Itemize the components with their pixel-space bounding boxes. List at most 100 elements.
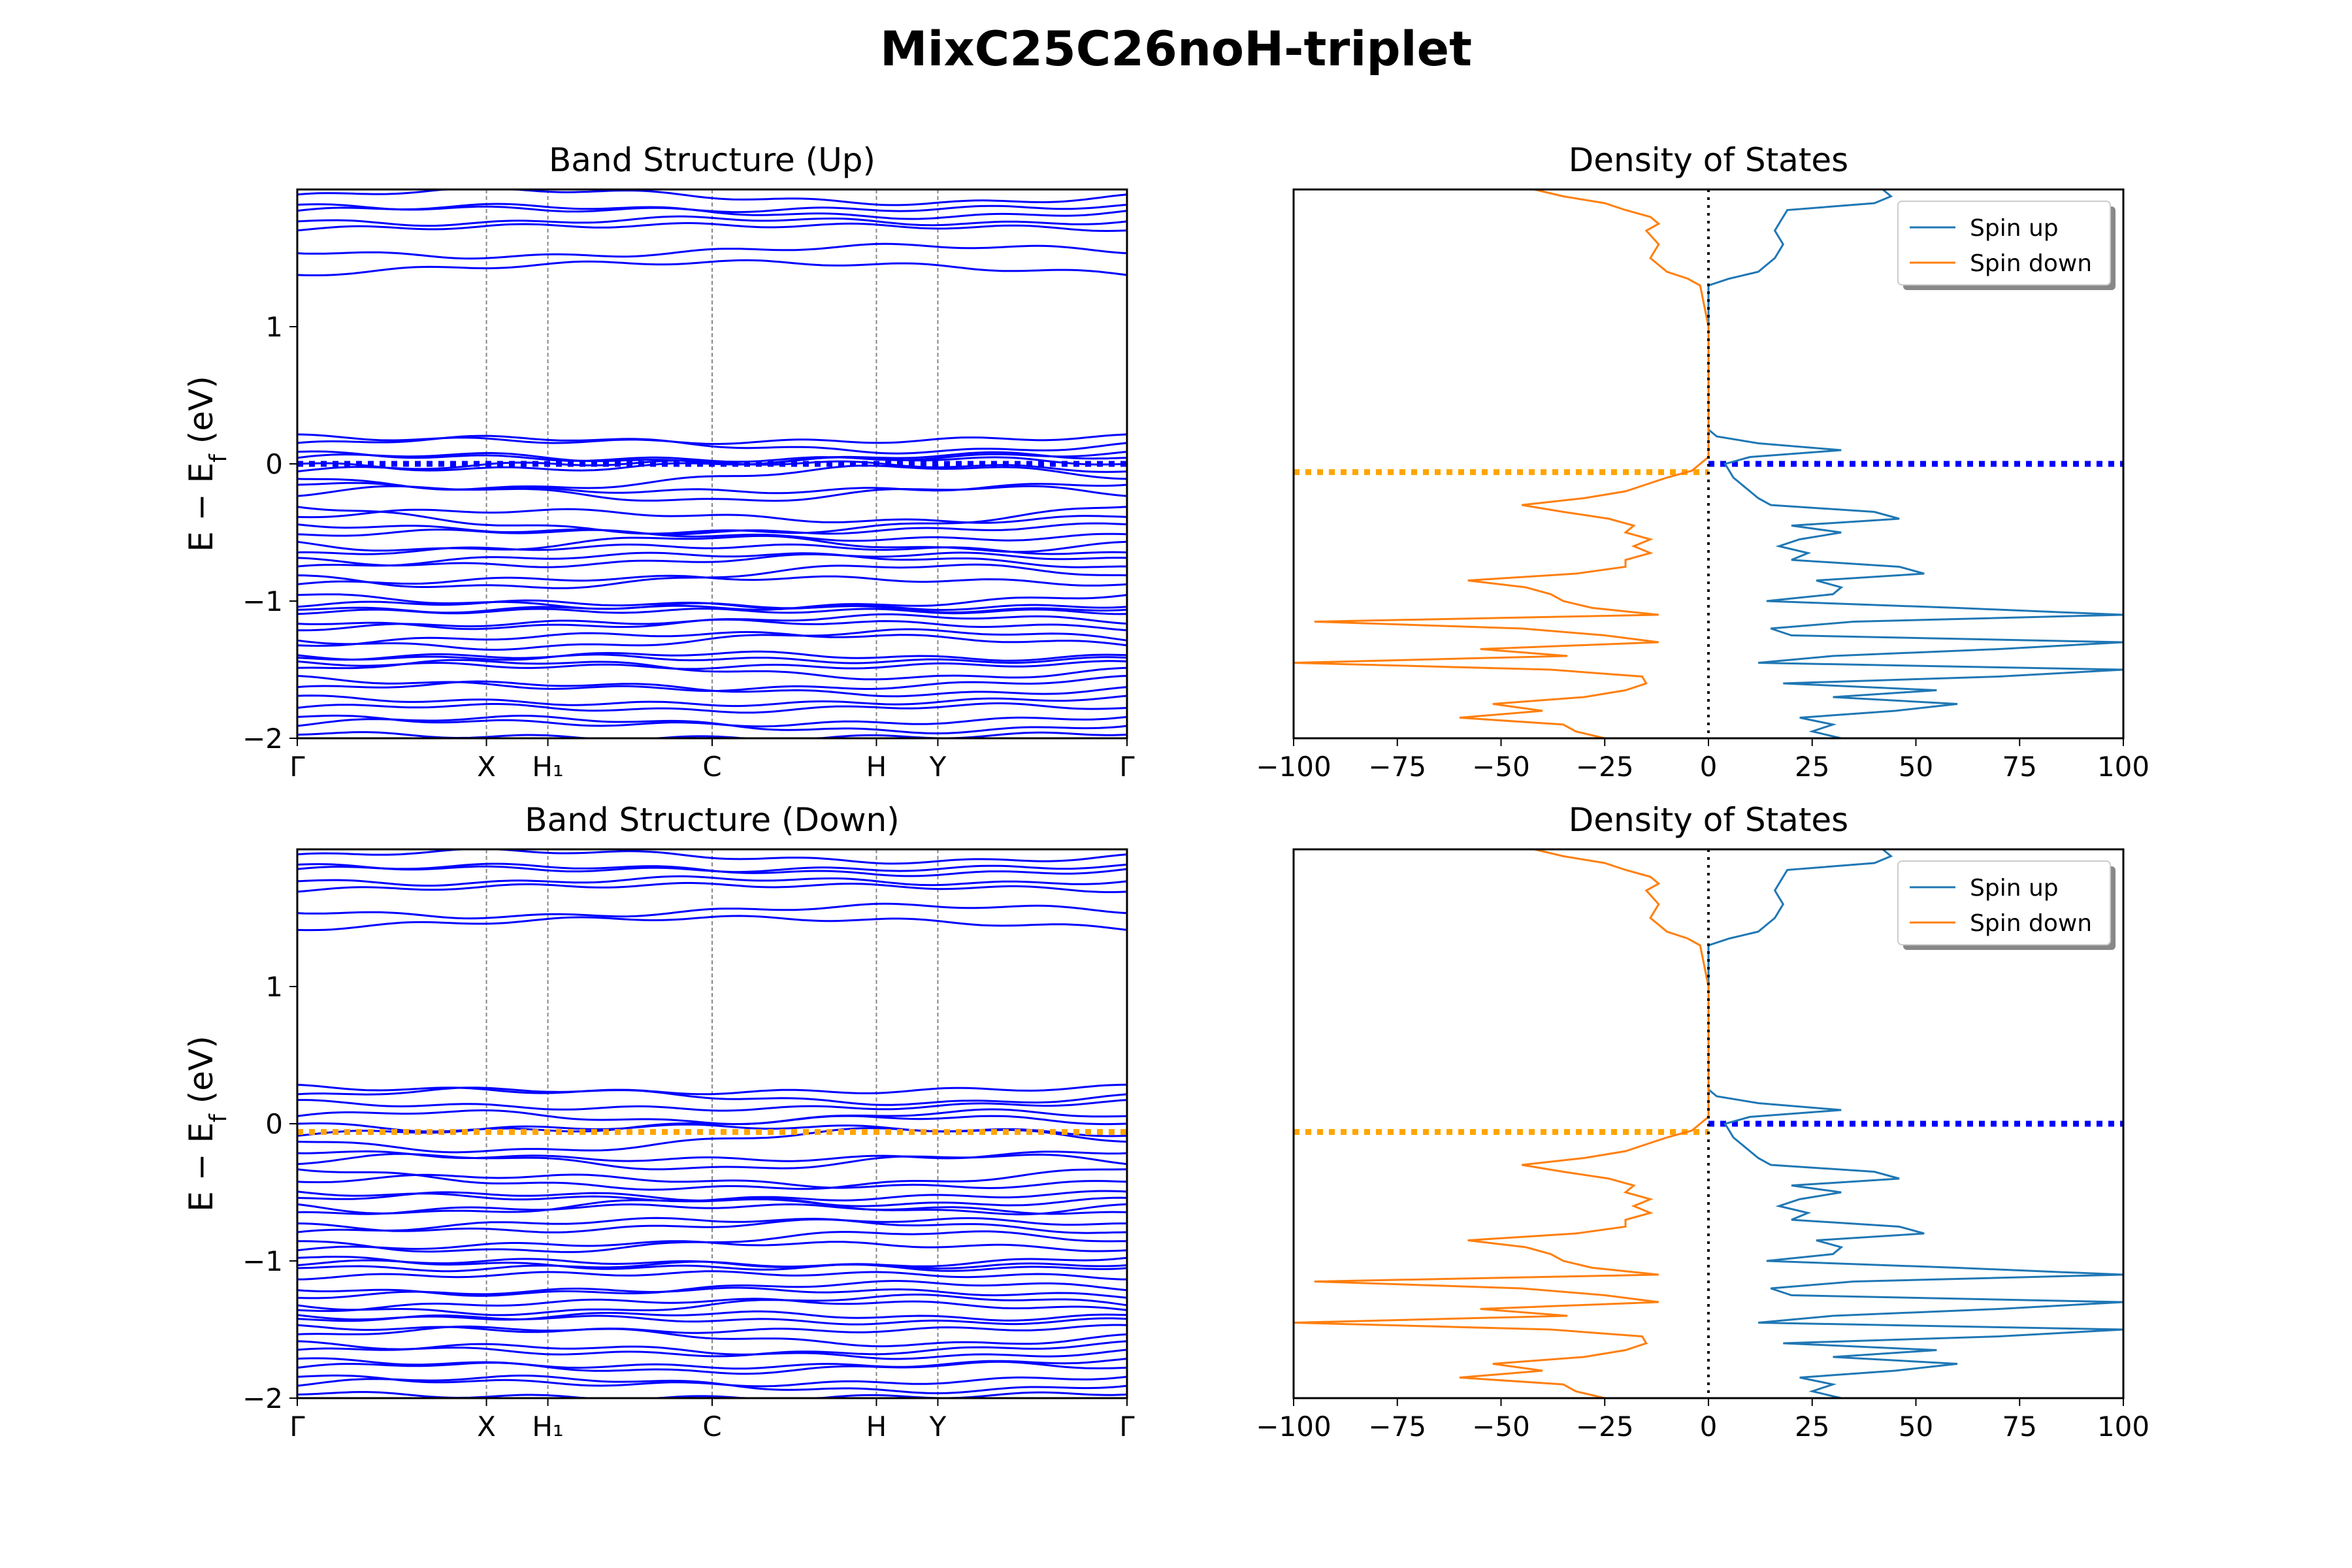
x-tick-label: −100 (1256, 1411, 1331, 1443)
band-line (297, 660, 1128, 670)
x-tick-label: −75 (1368, 1411, 1426, 1443)
panel-title-dos-top: Density of States (1569, 141, 1848, 179)
x-ticks: Γ X H₁ C H Y Γ (289, 738, 1135, 783)
x-tick-label: −25 (1576, 1411, 1634, 1443)
band-line (297, 1260, 1128, 1273)
band-line (297, 1375, 1128, 1394)
kpoint-label: C (702, 751, 721, 783)
band-line (297, 574, 1128, 587)
spin-down-curve (1293, 188, 1710, 740)
band-line (297, 551, 1127, 568)
band-line (297, 875, 1128, 887)
band-line (297, 882, 1128, 893)
kpoint-label: Γ (289, 1411, 305, 1443)
x-tick-label: 50 (1899, 751, 1933, 783)
y-axis-label: E − Ef (eV) (182, 1036, 232, 1211)
band-line (297, 1168, 1128, 1191)
x-tick-label: 0 (1700, 751, 1718, 783)
legend-label: Spin up (1970, 875, 2059, 902)
x-tick-label: 75 (2002, 751, 2037, 783)
kpoint-label: H (866, 751, 887, 783)
legend-label: Spin down (1970, 910, 2092, 937)
kpoint-label: Γ (1119, 751, 1135, 783)
y-axis-label: E − Ef (eV) (182, 376, 232, 551)
legend-label: Spin down (1970, 250, 2092, 277)
panel-dos-bottom: Density of States −100 −75 −50 −25 0 25 50 75 10… (1256, 801, 2149, 1443)
band-line (297, 702, 1128, 714)
band-line (297, 863, 1128, 874)
x-tick-label: 25 (1795, 1411, 1829, 1443)
band-line (297, 659, 1128, 681)
kpoint-label: Y (929, 751, 947, 783)
band-line (297, 628, 1128, 651)
legend-box (1897, 201, 2111, 286)
band-line (297, 650, 1128, 662)
band-line (297, 1315, 1128, 1326)
kpoint-label: X (477, 751, 496, 783)
band-line (297, 848, 1128, 865)
band-line (297, 1310, 1128, 1322)
spin-up-curve (1707, 848, 2124, 1399)
y-tick-label: 1 (265, 971, 283, 1003)
band-line (297, 680, 1128, 698)
figure-title: MixC25C26noH-triplet (880, 22, 1472, 77)
x-tick-label: −50 (1472, 751, 1530, 783)
legend-label: Spin up (1970, 215, 2059, 242)
band-line (297, 1340, 1128, 1358)
x-tick-label: −75 (1368, 751, 1426, 783)
x-tick-label: 25 (1795, 751, 1829, 783)
band-line (297, 1198, 1128, 1216)
band-line (297, 203, 1128, 214)
band-line (297, 1240, 1128, 1252)
band-line (297, 543, 1128, 555)
band-line (297, 1286, 1128, 1299)
spin-up-curve (1707, 188, 2124, 740)
y-tick-label: −1 (242, 1245, 283, 1277)
band-line (297, 522, 1128, 536)
band-line (297, 593, 1128, 611)
spin-down-curve (1293, 848, 1710, 1399)
x-ticks: Γ X H₁ C H Y Γ (289, 1398, 1135, 1443)
band-line (297, 1127, 1128, 1154)
panel-band-up: Band Structure (Up) −2 −1 0 1 Γ X H₁ C H Y Γ E − … (182, 141, 1135, 783)
band-line (297, 694, 1128, 708)
dos-curves (1293, 188, 2124, 740)
band-line (297, 1203, 1128, 1215)
kpoint-label: Γ (289, 751, 305, 783)
panel-band-down: Band Structure (Down) −2 −1 0 1 Γ X H₁ C H Y Γ E … (182, 801, 1135, 1443)
band-line (297, 1360, 1128, 1375)
band-line (297, 731, 1128, 740)
panel-title-band-up: Band Structure (Up) (549, 141, 875, 179)
kpoint-label: Γ (1119, 1411, 1135, 1443)
band-line (297, 608, 1128, 615)
band-line (297, 653, 1128, 664)
band-line (297, 1391, 1128, 1399)
band-line (297, 1217, 1128, 1234)
band-line (297, 508, 1128, 524)
y-ticks: −2 −1 0 1 (242, 311, 297, 755)
band-line (297, 222, 1128, 233)
band-line (297, 715, 1128, 734)
panel-title-band-down: Band Structure (Down) (525, 801, 899, 839)
band-line (297, 1115, 1128, 1133)
y-tick-label: −2 (242, 1382, 283, 1414)
band-line (297, 551, 1128, 568)
band-line (297, 215, 1128, 227)
band-line (297, 1270, 1128, 1281)
x-tick-label: 100 (2097, 1411, 2149, 1443)
band-line (297, 1083, 1128, 1096)
band-line (297, 434, 1128, 455)
legend: Spin up Spin down (1897, 860, 2115, 950)
band-line (297, 485, 1128, 502)
y-ticks: −2 −1 0 1 (242, 971, 297, 1414)
x-tick-label: 50 (1899, 1411, 1933, 1443)
y-tick-label: 0 (265, 1108, 283, 1140)
legend: Spin up Spin down (1897, 201, 2115, 290)
kpoint-label: H₁ (532, 751, 563, 783)
band-line (297, 529, 1128, 542)
band-line (297, 915, 1128, 932)
x-tick-label: 100 (2097, 751, 2149, 783)
band-line (297, 1256, 1128, 1271)
band-line (297, 242, 1128, 260)
